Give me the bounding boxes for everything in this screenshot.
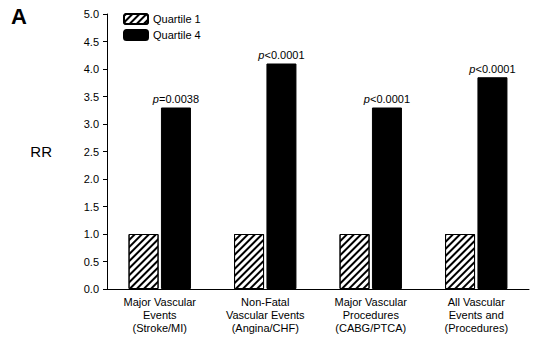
svg-text:Vascular Events: Vascular Events: [226, 309, 305, 321]
svg-text:1.5: 1.5: [84, 201, 99, 213]
svg-text:RR: RR: [30, 143, 52, 160]
svg-text:(Procedures): (Procedures): [444, 322, 508, 334]
svg-text:2.0: 2.0: [84, 173, 99, 185]
svg-text:(CABG/PTCA): (CABG/PTCA): [335, 322, 406, 334]
svg-text:p: p: [363, 93, 370, 105]
svg-text:All Vascular: All Vascular: [448, 296, 506, 308]
svg-text:<0.0001: <0.0001: [264, 49, 304, 61]
svg-text:Major Vascular: Major Vascular: [334, 296, 407, 308]
svg-text:Quartile 4: Quartile 4: [153, 29, 201, 41]
svg-text:3.0: 3.0: [84, 118, 99, 130]
svg-text:Procedures: Procedures: [343, 309, 400, 321]
svg-text:(Angina/CHF): (Angina/CHF): [232, 322, 299, 334]
svg-text:Major Vascular: Major Vascular: [123, 296, 196, 308]
svg-text:Events and: Events and: [449, 309, 504, 321]
svg-text:p: p: [257, 49, 264, 61]
svg-text:Quartile 1: Quartile 1: [153, 13, 201, 25]
svg-text:A: A: [11, 4, 27, 29]
svg-text:4.5: 4.5: [84, 36, 99, 48]
svg-text:<0.0001: <0.0001: [370, 93, 410, 105]
svg-text:0.5: 0.5: [84, 256, 99, 268]
svg-text:Events: Events: [143, 309, 177, 321]
svg-text:Non-Fatal: Non-Fatal: [241, 296, 289, 308]
svg-text:2.5: 2.5: [84, 146, 99, 158]
svg-text:5.0: 5.0: [84, 8, 99, 20]
svg-text:1.0: 1.0: [84, 228, 99, 240]
svg-text:4.0: 4.0: [84, 63, 99, 75]
svg-text:3.5: 3.5: [84, 91, 99, 103]
svg-text:=0.0038: =0.0038: [159, 93, 199, 105]
svg-text:0.0: 0.0: [84, 283, 99, 295]
svg-text:p: p: [152, 93, 159, 105]
svg-text:p: p: [468, 63, 475, 75]
svg-text:<0.0001: <0.0001: [475, 63, 515, 75]
svg-text:(Stroke/MI): (Stroke/MI): [133, 322, 187, 334]
